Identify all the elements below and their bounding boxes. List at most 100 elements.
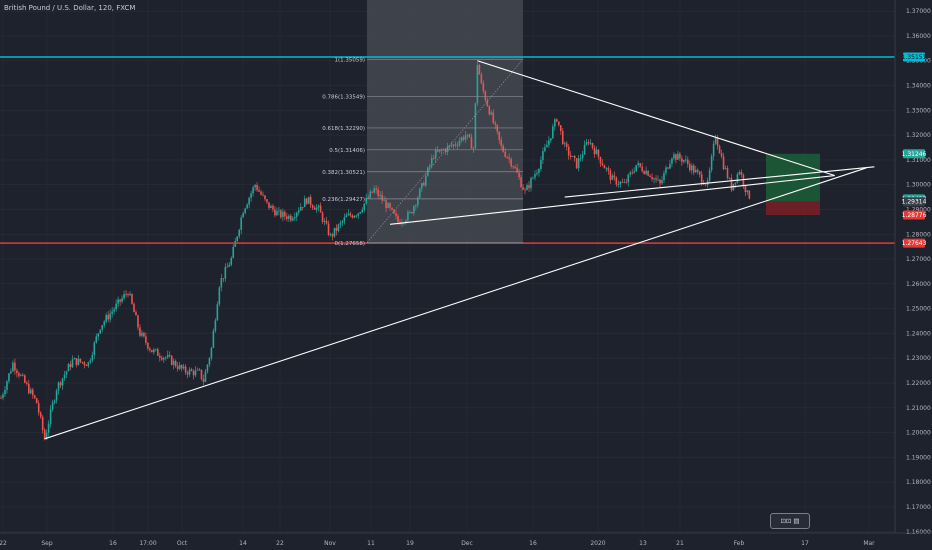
candle-body [375, 188, 377, 190]
time-tick-label: 2020 [590, 540, 605, 547]
candle-body [363, 203, 366, 210]
candle-body [611, 175, 614, 180]
time-tick-label: Nov [324, 540, 336, 547]
candle-body [627, 174, 630, 183]
candle-body [679, 153, 681, 159]
candle-body [577, 158, 580, 169]
candle-body [321, 212, 324, 222]
candle-body [687, 159, 689, 165]
candle-body [0, 397, 2, 399]
candle-body [397, 215, 399, 223]
candle-body [89, 360, 92, 363]
candle-body [254, 184, 256, 188]
candle-body [95, 336, 98, 343]
candle-body [726, 168, 729, 179]
time-tick-label: 17:00 [139, 540, 156, 547]
price-tick-label: 1.21000 [906, 405, 931, 412]
candle-body [597, 149, 600, 157]
candle-body [194, 370, 197, 376]
candle-body [260, 191, 262, 195]
price-axis[interactable]: 1.370001.360001.350001.340001.330001.320… [906, 8, 931, 536]
candle-body [160, 357, 163, 360]
candle-body [69, 364, 72, 368]
candle-body [230, 257, 233, 265]
candle-body [103, 321, 106, 326]
candle-body [444, 149, 447, 153]
candle-body [111, 311, 113, 314]
candle-body [714, 137, 717, 144]
candle-body [536, 172, 538, 175]
candle-body [685, 159, 687, 161]
candle-body [383, 200, 385, 202]
candle-body [206, 364, 209, 372]
candle-body [530, 178, 532, 189]
candle-body [389, 203, 391, 208]
candle-body [677, 153, 679, 160]
candle-body [405, 220, 407, 223]
symbol-title[interactable]: British Pound / U.S. Dollar, 120, FXCM [4, 4, 136, 12]
candle-body [544, 147, 546, 152]
candle-body [615, 177, 618, 185]
candle-body [162, 357, 165, 360]
candle-body [659, 179, 661, 184]
candle-body [468, 134, 471, 138]
candle-body [299, 206, 302, 211]
candle-body [216, 304, 219, 321]
candle-body [708, 170, 711, 181]
candle-body [637, 163, 639, 166]
candle-body [559, 125, 562, 131]
candle-body [587, 142, 590, 144]
candle-body [698, 171, 701, 175]
candle-body [8, 373, 10, 382]
candle-body [548, 140, 550, 145]
candle-body [236, 236, 239, 241]
candle-body [81, 361, 84, 363]
candle-body [26, 382, 28, 384]
time-tick-label: 22 [276, 540, 284, 547]
candle-body [79, 358, 82, 362]
price-tag-label: 1.35151 [902, 54, 927, 61]
candle-body [127, 294, 129, 296]
candle-body [635, 165, 637, 172]
fibonacci-levels[interactable]: 1(1.35059) 0.786(1.33549) 0.618(1.32290) 0.… [322, 57, 524, 247]
candle-body [716, 137, 719, 146]
candle-body [139, 327, 141, 336]
candle-body [591, 142, 594, 148]
candle-body [623, 182, 626, 184]
candle-body [688, 164, 691, 171]
drawings[interactable] [0, 56, 895, 440]
candle-body [651, 177, 653, 180]
candle-body [506, 156, 508, 158]
price-tick-label: 1.24000 [906, 330, 931, 337]
price-axis-bg[interactable] [895, 0, 932, 550]
candle-body [77, 358, 80, 365]
candle-body [460, 137, 463, 141]
price-tick-label: 1.18000 [906, 479, 931, 486]
candle-body [184, 366, 187, 373]
candle-body [6, 381, 8, 390]
candle-body [522, 187, 524, 190]
candle-body [573, 156, 576, 159]
candle-body [645, 170, 647, 174]
candle-body [546, 144, 548, 148]
candle-body [649, 175, 651, 178]
candle-body [379, 194, 381, 196]
candle-body [621, 181, 624, 183]
candle-body [2, 394, 4, 398]
candle-body [411, 212, 413, 214]
candle-body [258, 190, 260, 192]
candle-body [113, 309, 115, 312]
candle-body [288, 215, 290, 219]
candle-body [424, 175, 427, 186]
candle-body [428, 165, 431, 168]
candle-body [512, 166, 514, 168]
candle-body [488, 106, 491, 115]
price-tag [903, 197, 925, 207]
time-tick-label: Mar [863, 540, 875, 547]
candle-body [599, 156, 602, 164]
candle-body [438, 149, 441, 152]
time-axis[interactable]: 22 Sep 16 17:00 Oct 14 22 Nov 11 19 Dec 16 2020 13 21 F… [0, 540, 875, 547]
candle-body [168, 354, 171, 356]
candle-body [357, 213, 360, 216]
